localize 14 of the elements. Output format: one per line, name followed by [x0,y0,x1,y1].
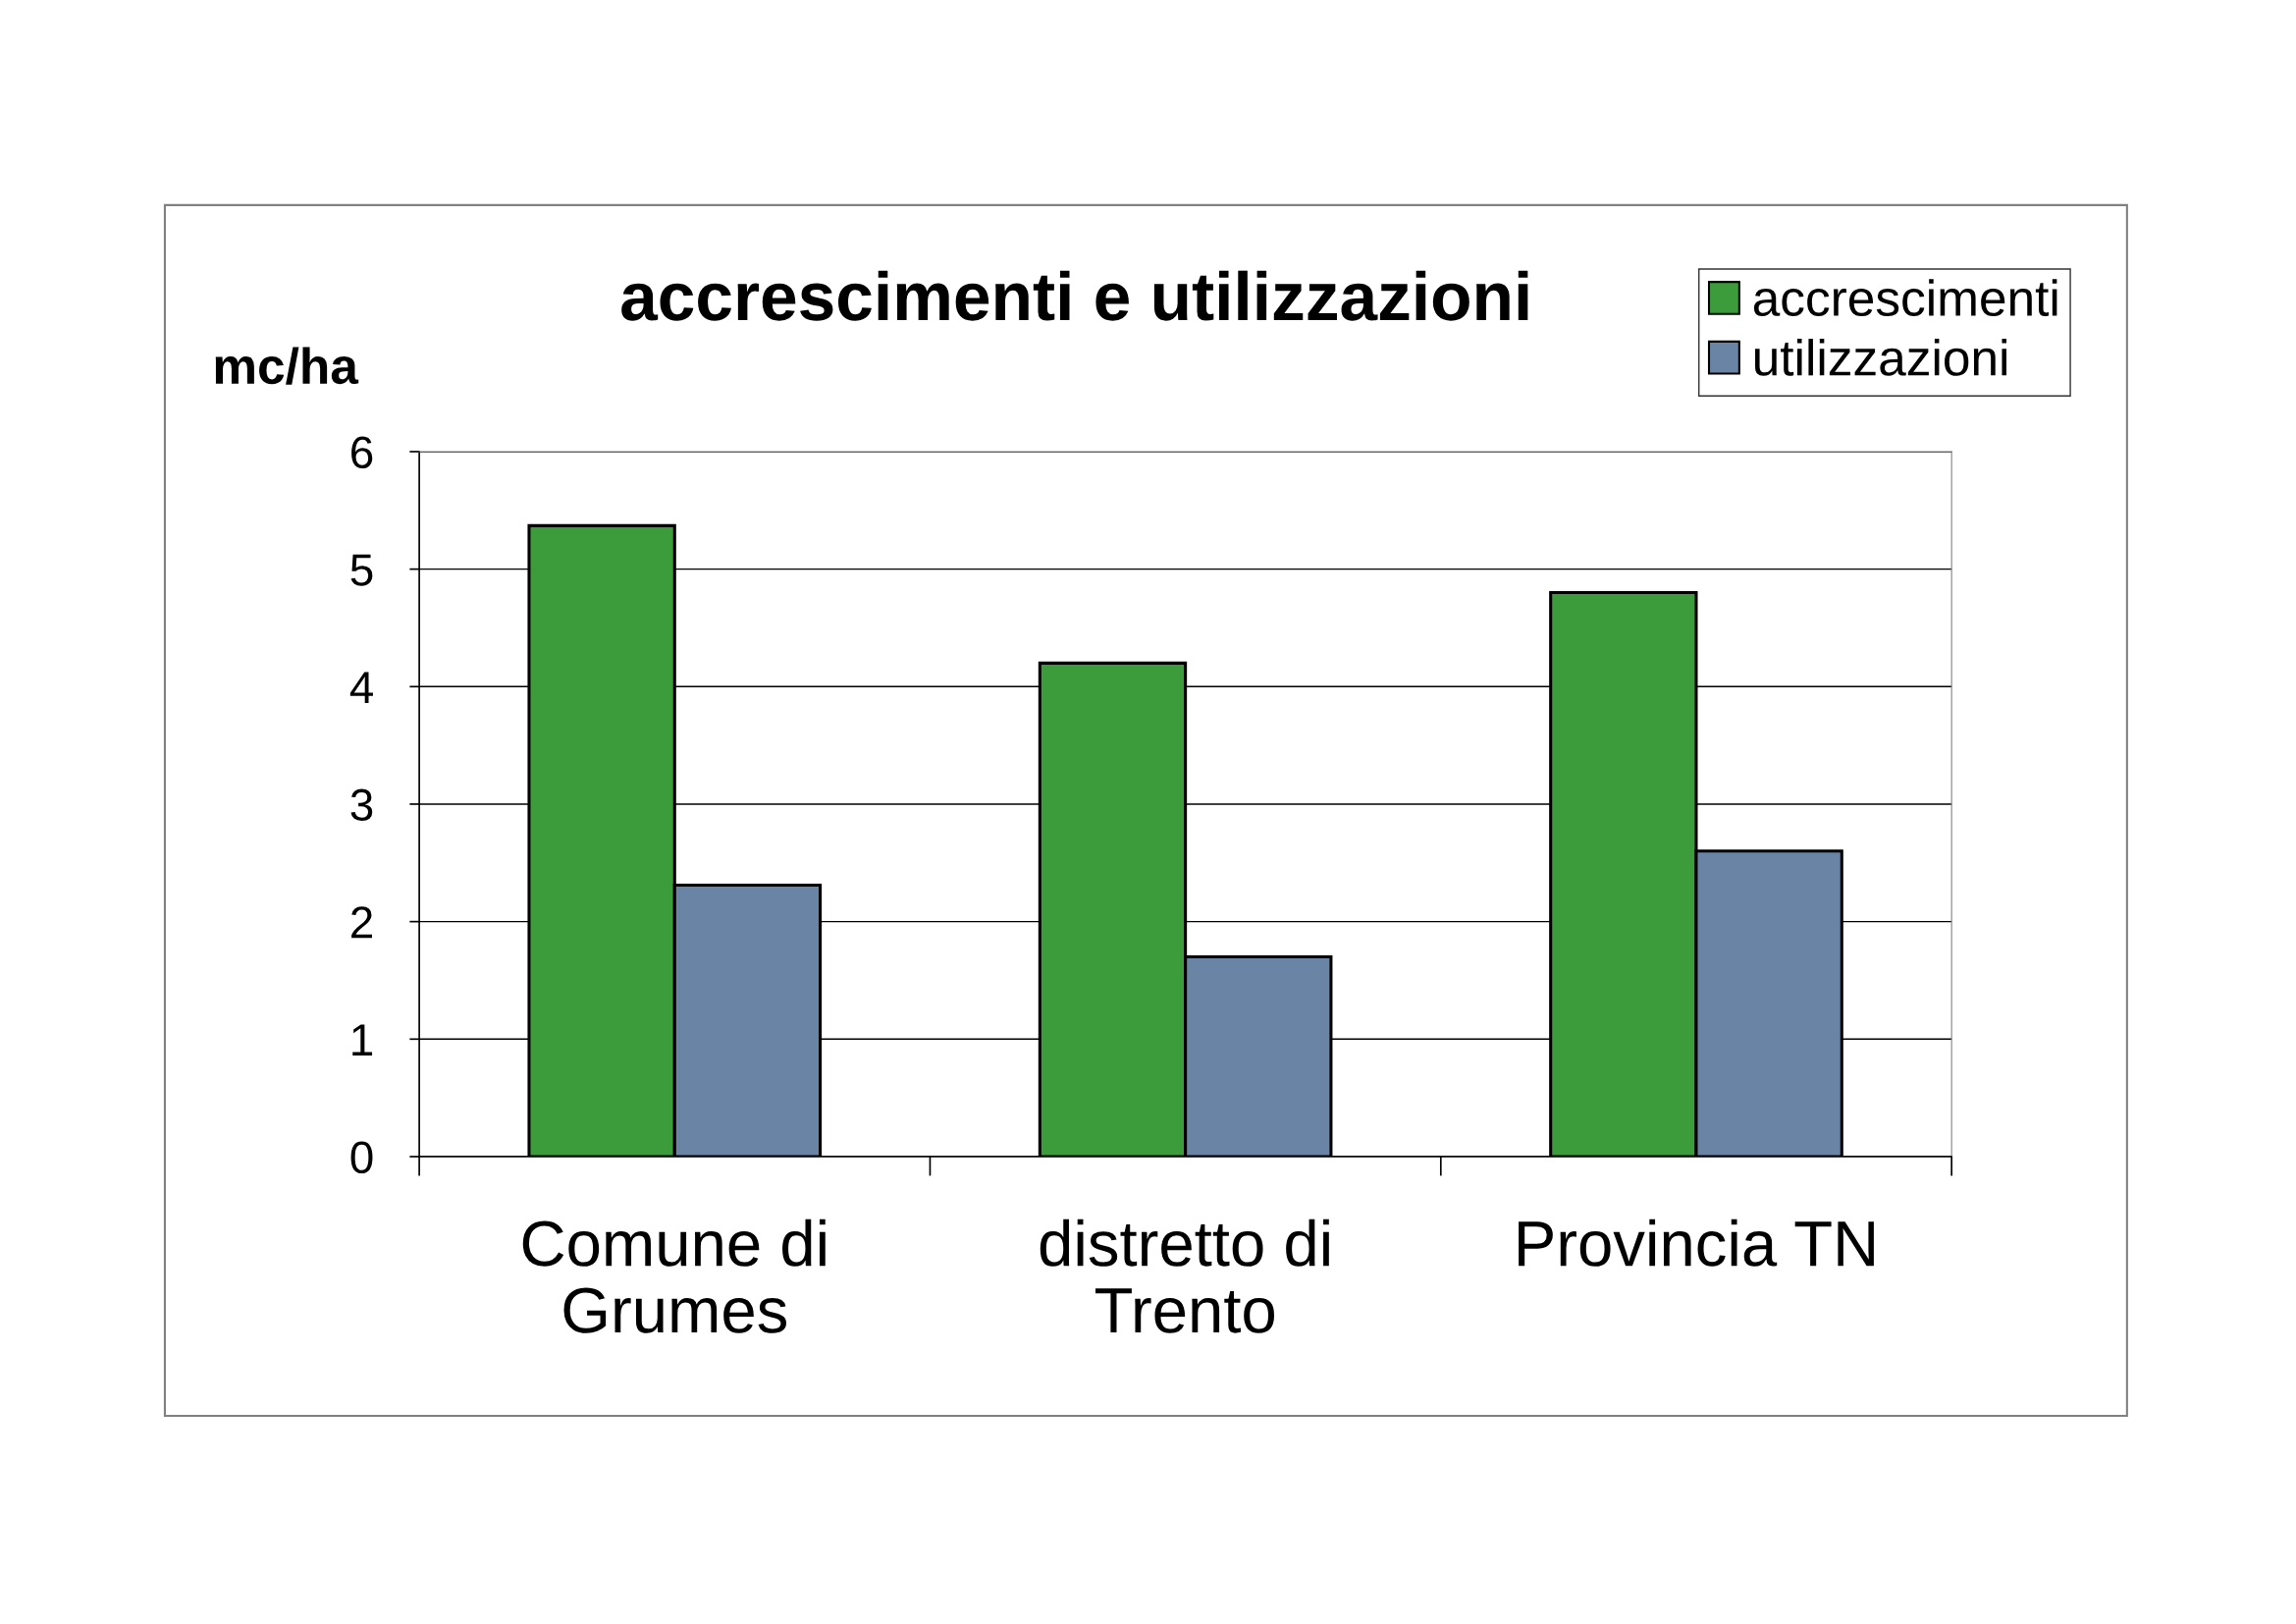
y-tick-label: 5 [350,554,373,586]
legend-label: accrescimenti [1753,279,2057,317]
y-tick-label: 2 [351,906,372,939]
chart-title: accrescimenti e utilizzazioni [621,270,1528,321]
x-tick-label: distretto di Trento [1040,1218,1329,1333]
x-tick-label: Provincia TN [1519,1218,1874,1267]
x-tick-label: Comune di Grumes [522,1218,826,1333]
legend-label: utilizzazioni [1755,339,2006,376]
y-tick-label: 3 [350,788,373,822]
y-tick-label: 0 [350,1141,373,1174]
y-tick-label: 6 [351,436,373,469]
y-axis-title: mc/ha [215,347,359,385]
y-tick-label: 4 [349,672,373,703]
y-tick-label: 1 [352,1024,373,1056]
